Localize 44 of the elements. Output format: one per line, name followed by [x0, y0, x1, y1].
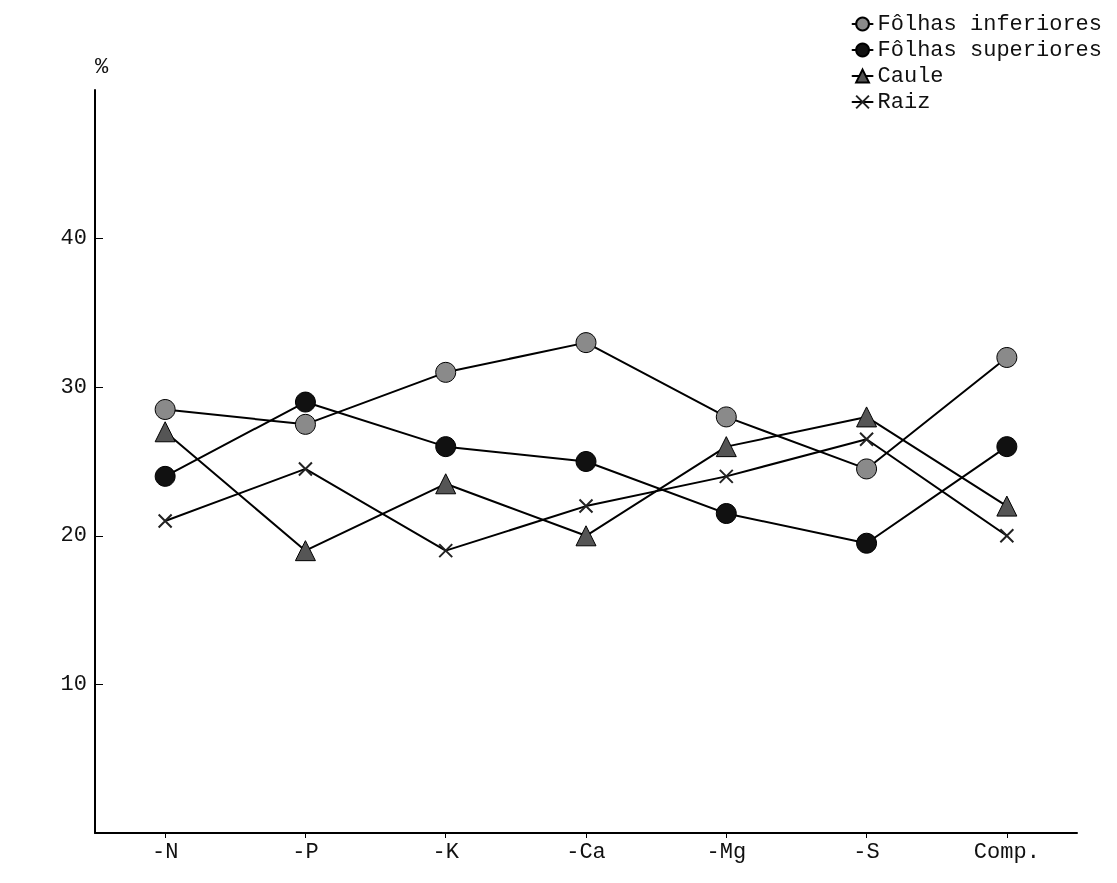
point: [996, 436, 1018, 458]
legend-label: Fôlhas inferiores: [877, 11, 1102, 37]
point: [154, 465, 176, 487]
y-tick-label: 30: [60, 374, 87, 400]
point: [294, 540, 316, 562]
x-tick-label: -N: [151, 839, 179, 865]
legend-label: Fôlhas superiores: [877, 37, 1102, 63]
point: [435, 473, 457, 495]
point: [575, 525, 597, 547]
point: [575, 332, 597, 354]
y-tick-label: 20: [60, 523, 87, 549]
point: [438, 543, 454, 559]
point: [856, 532, 878, 554]
point: [297, 461, 313, 477]
point: [154, 398, 176, 420]
point: [435, 436, 457, 458]
point: [859, 431, 875, 447]
point: [999, 528, 1015, 544]
legend-label: Raiz: [877, 89, 931, 115]
point: [578, 498, 594, 514]
point: [715, 503, 737, 524]
legend-label: Caule: [877, 63, 944, 89]
point: [575, 451, 597, 472]
point: [856, 458, 878, 480]
y-axis-title: %: [95, 54, 109, 80]
point: [718, 468, 734, 484]
x-tick-label: -S: [853, 839, 880, 865]
x-tick-label: Comp.: [973, 839, 1040, 865]
point: [996, 346, 1018, 368]
point: [856, 406, 878, 428]
y-tick-label: 10: [60, 671, 87, 697]
point: [996, 495, 1018, 517]
point: [435, 361, 457, 383]
point: [715, 406, 737, 428]
point: [715, 436, 737, 458]
point: [154, 421, 176, 443]
x-tick-label: -K: [432, 839, 460, 865]
point: [294, 391, 316, 413]
x-tick-label: -Mg: [706, 839, 747, 865]
point: [157, 513, 173, 529]
x-tick-label: -Ca: [566, 839, 606, 865]
point: [294, 413, 316, 435]
y-tick-label: 40: [60, 226, 87, 252]
x-tick-label: -P: [292, 839, 319, 865]
